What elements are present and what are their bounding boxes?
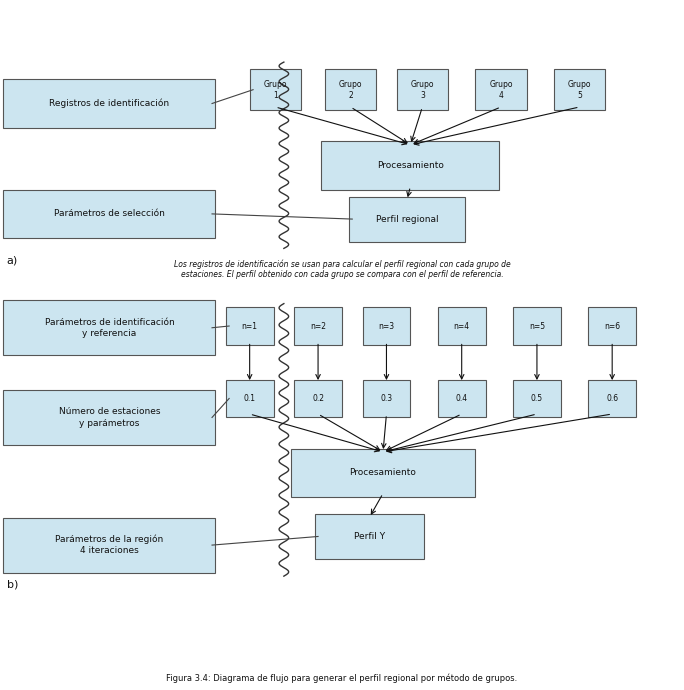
FancyBboxPatch shape xyxy=(588,307,636,345)
FancyBboxPatch shape xyxy=(438,307,486,345)
Text: Grupo
5: Grupo 5 xyxy=(568,79,592,100)
FancyBboxPatch shape xyxy=(315,514,424,559)
Text: a): a) xyxy=(7,255,18,265)
Text: Perfil Y: Perfil Y xyxy=(354,532,385,541)
Text: n=5: n=5 xyxy=(529,322,545,331)
FancyBboxPatch shape xyxy=(226,380,274,417)
FancyBboxPatch shape xyxy=(3,300,215,355)
Text: 0.1: 0.1 xyxy=(244,394,256,403)
Text: Número de estaciones
y parámetros: Número de estaciones y parámetros xyxy=(59,407,160,428)
Text: Registros de identificación: Registros de identificación xyxy=(49,99,170,108)
FancyBboxPatch shape xyxy=(3,79,215,128)
FancyBboxPatch shape xyxy=(397,69,448,110)
FancyBboxPatch shape xyxy=(363,307,410,345)
Text: 0.4: 0.4 xyxy=(456,394,468,403)
Text: Grupo
2: Grupo 2 xyxy=(339,79,363,100)
FancyBboxPatch shape xyxy=(3,390,215,445)
FancyBboxPatch shape xyxy=(363,380,410,417)
Text: Los registros de identificación se usan para calcular el perfil regional con cad: Los registros de identificación se usan … xyxy=(174,259,510,279)
FancyBboxPatch shape xyxy=(438,380,486,417)
FancyBboxPatch shape xyxy=(3,518,215,573)
Text: n=1: n=1 xyxy=(241,322,258,331)
FancyBboxPatch shape xyxy=(513,307,561,345)
FancyBboxPatch shape xyxy=(475,69,527,110)
Text: 0.6: 0.6 xyxy=(606,394,618,403)
Text: n=3: n=3 xyxy=(378,322,395,331)
Text: 0.3: 0.3 xyxy=(380,394,393,403)
FancyBboxPatch shape xyxy=(588,380,636,417)
Text: Procesamiento: Procesamiento xyxy=(350,468,417,477)
Text: Grupo
1: Grupo 1 xyxy=(263,79,287,100)
Text: 0.5: 0.5 xyxy=(531,394,543,403)
Text: Parámetros de la región
4 iteraciones: Parámetros de la región 4 iteraciones xyxy=(55,535,163,555)
Text: Grupo
4: Grupo 4 xyxy=(489,79,513,100)
Text: n=2: n=2 xyxy=(310,322,326,331)
FancyBboxPatch shape xyxy=(294,380,342,417)
FancyBboxPatch shape xyxy=(226,307,274,345)
FancyBboxPatch shape xyxy=(3,190,215,238)
Text: Figura 3.4: Diagrama de flujo para generar el perfil regional por método de grup: Figura 3.4: Diagrama de flujo para gener… xyxy=(166,673,518,683)
FancyBboxPatch shape xyxy=(554,69,605,110)
Text: n=6: n=6 xyxy=(604,322,620,331)
Text: Perfil regional: Perfil regional xyxy=(376,215,438,224)
Text: Procesamiento: Procesamiento xyxy=(377,161,444,170)
FancyBboxPatch shape xyxy=(291,448,475,497)
Text: 0.2: 0.2 xyxy=(312,394,324,403)
Text: b): b) xyxy=(7,580,18,589)
Text: Parámetros de identificación
y referencia: Parámetros de identificación y referenci… xyxy=(44,317,174,338)
FancyBboxPatch shape xyxy=(325,69,376,110)
Text: Parámetros de selección: Parámetros de selección xyxy=(54,209,165,219)
FancyBboxPatch shape xyxy=(250,69,301,110)
Text: Grupo
3: Grupo 3 xyxy=(410,79,434,100)
FancyBboxPatch shape xyxy=(294,307,342,345)
FancyBboxPatch shape xyxy=(349,197,465,241)
FancyBboxPatch shape xyxy=(321,141,499,190)
FancyBboxPatch shape xyxy=(513,380,561,417)
Text: n=4: n=4 xyxy=(453,322,470,331)
